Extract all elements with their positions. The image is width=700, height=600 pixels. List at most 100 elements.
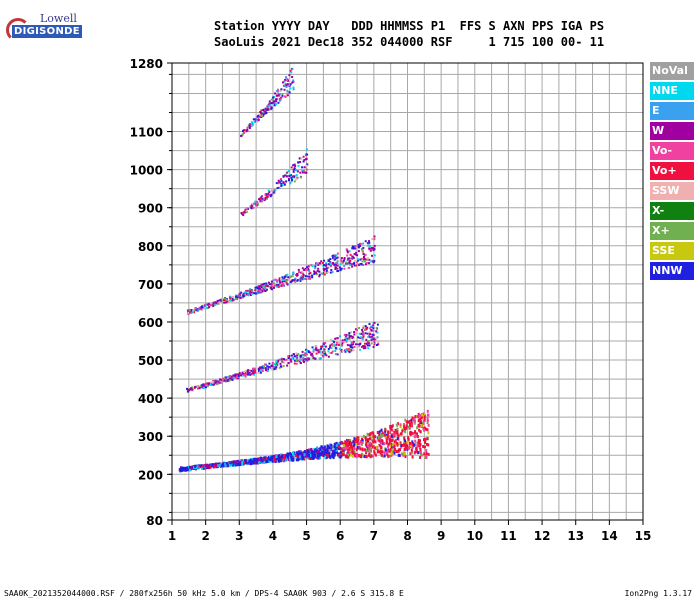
- echo-point: [273, 286, 275, 289]
- echo-point: [380, 441, 383, 445]
- echo-point: [314, 348, 317, 351]
- echo-point: [274, 278, 277, 281]
- echo-point: [326, 451, 328, 455]
- echo-point: [332, 450, 335, 454]
- echo-point: [345, 248, 348, 251]
- echo-point: [422, 419, 425, 423]
- echo-point: [406, 447, 409, 451]
- echo-point: [223, 297, 226, 300]
- echo-point: [377, 341, 380, 344]
- echo-point: [276, 285, 279, 288]
- echo-point: [415, 415, 418, 419]
- echo-point: [327, 355, 330, 358]
- echo-point: [256, 203, 259, 206]
- echo-point: [268, 362, 271, 365]
- echo-point: [279, 90, 282, 93]
- echo-point: [277, 285, 280, 288]
- echo-point: [356, 343, 359, 346]
- echo-point: [256, 120, 258, 123]
- echo-point: [229, 297, 232, 300]
- echo-point: [311, 274, 314, 277]
- echo-point: [280, 365, 282, 368]
- echo-point: [291, 177, 293, 180]
- echo-point: [213, 380, 216, 383]
- echo-point: [292, 458, 295, 462]
- echo-point: [423, 428, 426, 432]
- echo-point: [235, 376, 238, 379]
- echo-point: [242, 294, 245, 297]
- echo-point: [367, 342, 370, 345]
- echo-point: [369, 244, 372, 247]
- echo-point: [426, 437, 429, 441]
- echo-point: [212, 301, 215, 304]
- echo-point: [302, 155, 305, 158]
- echo-point: [217, 302, 220, 305]
- echo-point: [425, 452, 428, 455]
- echo-point: [281, 281, 284, 284]
- echo-point: [313, 273, 316, 275]
- echo-point: [247, 459, 250, 463]
- echo-point: [335, 254, 338, 257]
- echo-point: [364, 258, 367, 261]
- echo-point: [337, 344, 340, 346]
- echo-point: [346, 251, 349, 254]
- echo-point: [290, 176, 293, 179]
- echo-point: [198, 306, 201, 309]
- echo-point: [426, 409, 429, 413]
- echo-point: [260, 283, 263, 286]
- echo-point: [399, 441, 402, 445]
- echo-point: [365, 448, 367, 452]
- echo-point: [387, 443, 390, 447]
- echo-point: [363, 259, 365, 262]
- echo-point: [301, 358, 304, 361]
- echo-point: [347, 449, 350, 452]
- echo-point: [325, 267, 328, 270]
- echo-point: [388, 442, 391, 445]
- echo-point: [336, 267, 339, 270]
- echo-point: [394, 448, 397, 451]
- echo-point: [252, 118, 255, 121]
- echo-point: [334, 353, 337, 356]
- echo-point: [396, 442, 399, 445]
- echo-point: [303, 169, 305, 172]
- echo-point: [377, 438, 380, 442]
- echo-point: [270, 368, 273, 371]
- echo-point: [337, 442, 340, 446]
- echo-point: [270, 280, 273, 283]
- echo-point: [285, 358, 288, 361]
- echo-point: [423, 438, 425, 442]
- echo-point: [302, 277, 305, 280]
- echo-point: [346, 439, 349, 443]
- echo-point: [362, 247, 365, 249]
- echo-point: [381, 450, 384, 454]
- echo-point: [374, 453, 377, 457]
- echo-point: [350, 335, 353, 338]
- echo-point: [369, 336, 372, 339]
- echo-point: [252, 461, 255, 465]
- echo-point: [289, 275, 292, 278]
- echo-point: [258, 370, 261, 373]
- echo-point: [315, 262, 318, 265]
- echo-point: [326, 449, 329, 453]
- echo-point: [411, 445, 414, 449]
- echo-point: [287, 362, 290, 364]
- echo-point: [364, 455, 366, 458]
- echo-point: [333, 445, 336, 449]
- echo-point: [370, 342, 373, 345]
- echo-point: [200, 308, 203, 311]
- echo-point: [340, 267, 343, 270]
- echo-point: [413, 443, 416, 447]
- echo-point: [371, 335, 374, 338]
- legend-item-ssw: SSW: [650, 182, 694, 200]
- echo-point: [217, 380, 220, 383]
- echo-point: [415, 434, 418, 438]
- echo-point: [386, 450, 388, 454]
- echo-point: [344, 447, 347, 451]
- echo-point: [217, 382, 220, 385]
- echo-point: [363, 345, 366, 348]
- echo-point: [272, 96, 275, 99]
- echo-point: [357, 336, 360, 339]
- echo-point: [315, 273, 318, 276]
- echo-points: [178, 67, 430, 473]
- echo-point: [352, 349, 355, 352]
